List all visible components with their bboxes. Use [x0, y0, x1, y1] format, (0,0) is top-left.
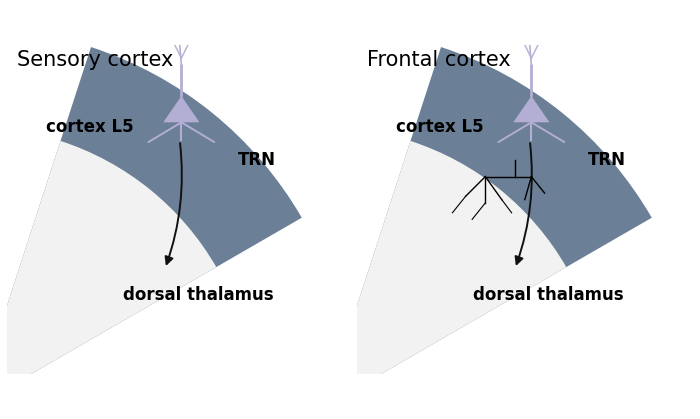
Polygon shape: [163, 96, 200, 122]
FancyArrowPatch shape: [516, 143, 532, 264]
Text: TRN: TRN: [588, 151, 626, 169]
Text: cortex L5: cortex L5: [396, 118, 484, 136]
Text: cortex L5: cortex L5: [46, 118, 134, 136]
Polygon shape: [513, 96, 550, 122]
Text: Frontal cortex: Frontal cortex: [367, 50, 510, 70]
Wedge shape: [324, 141, 566, 407]
Text: Sensory cortex: Sensory cortex: [17, 50, 173, 70]
Wedge shape: [0, 47, 302, 407]
Text: dorsal thalamus: dorsal thalamus: [473, 286, 623, 304]
Text: dorsal thalamus: dorsal thalamus: [122, 286, 273, 304]
FancyArrowPatch shape: [166, 143, 182, 264]
Wedge shape: [324, 47, 652, 407]
Wedge shape: [0, 141, 216, 407]
Text: TRN: TRN: [238, 151, 276, 169]
